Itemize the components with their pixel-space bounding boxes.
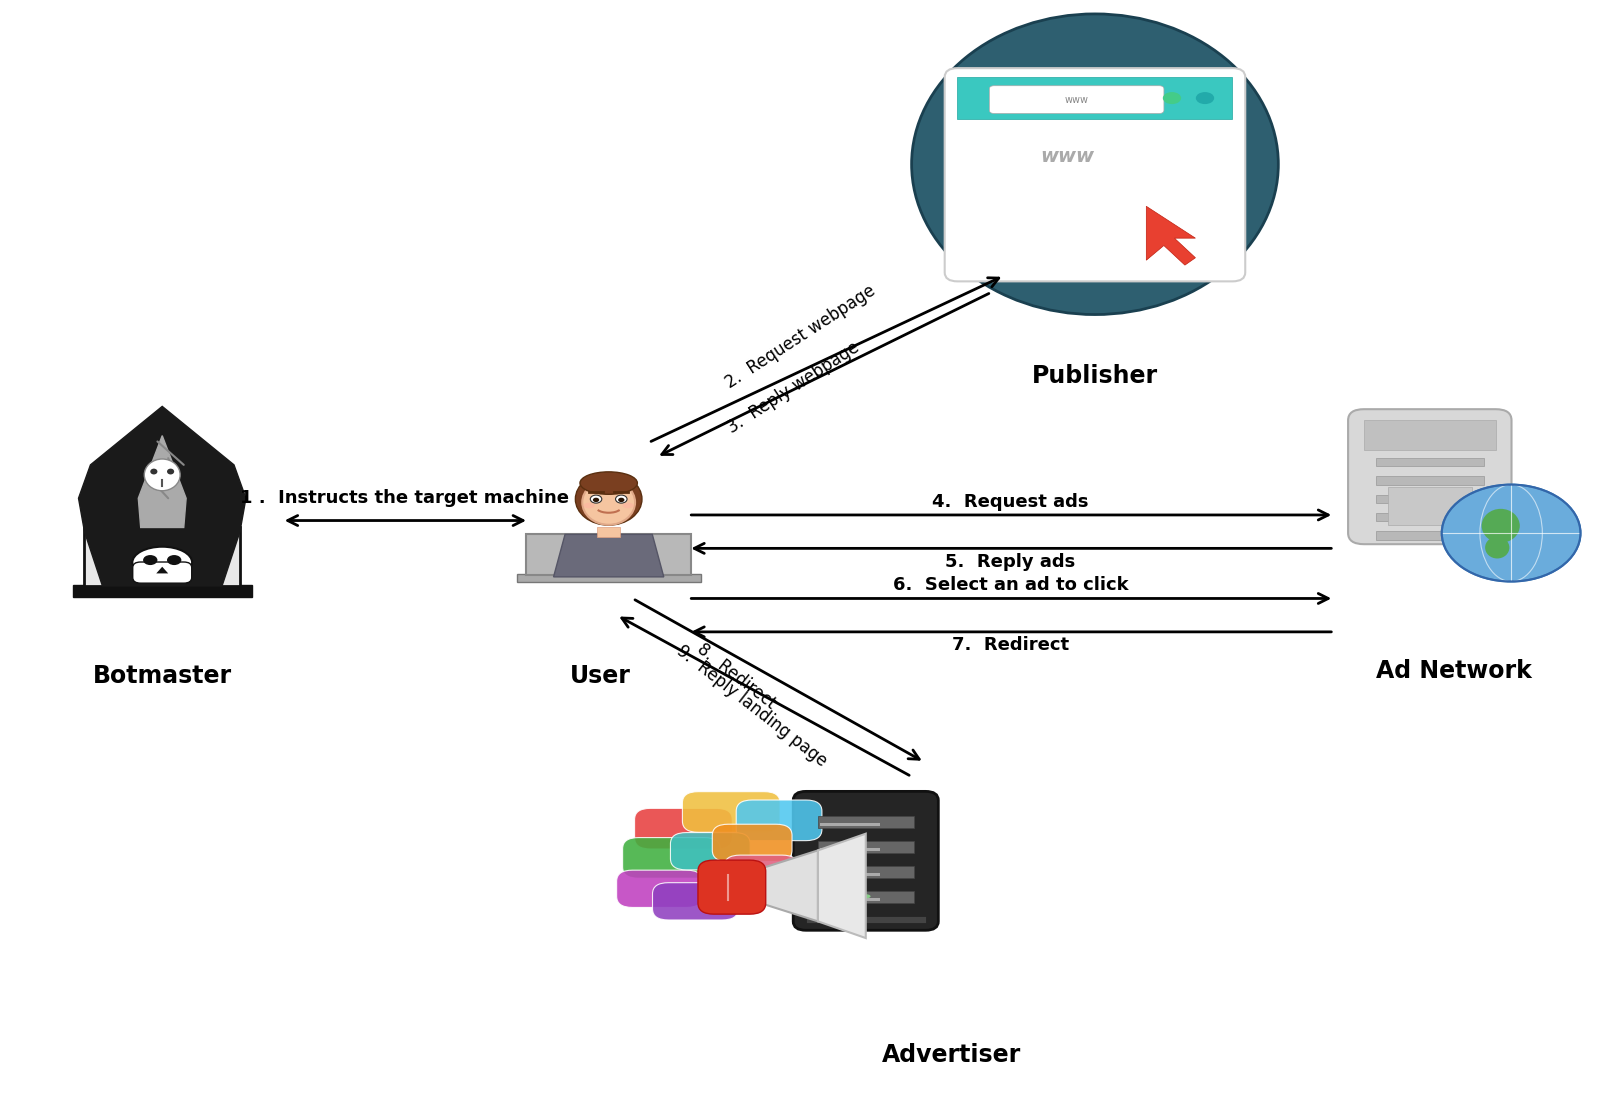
Polygon shape: [1146, 206, 1195, 265]
FancyBboxPatch shape: [622, 838, 720, 878]
FancyBboxPatch shape: [712, 825, 792, 862]
Text: 4.  Request ads: 4. Request ads: [933, 492, 1088, 510]
Ellipse shape: [582, 480, 635, 525]
Ellipse shape: [594, 498, 598, 502]
Ellipse shape: [1195, 92, 1214, 104]
Ellipse shape: [144, 459, 181, 491]
Ellipse shape: [142, 555, 157, 565]
Text: 9.  Reply landing page: 9. Reply landing page: [674, 642, 830, 771]
Text: Ad Network: Ad Network: [1376, 659, 1531, 683]
FancyBboxPatch shape: [517, 574, 701, 583]
FancyBboxPatch shape: [1376, 477, 1483, 485]
Text: 7.  Redirect: 7. Redirect: [952, 637, 1069, 655]
FancyBboxPatch shape: [683, 791, 781, 833]
Polygon shape: [138, 435, 186, 527]
FancyBboxPatch shape: [72, 585, 251, 596]
Text: 1 .  Instructs the target machine: 1 . Instructs the target machine: [240, 489, 570, 507]
Ellipse shape: [579, 472, 637, 495]
Text: Publisher: Publisher: [1032, 364, 1158, 388]
FancyBboxPatch shape: [794, 791, 938, 930]
FancyBboxPatch shape: [526, 534, 691, 575]
FancyBboxPatch shape: [1376, 513, 1483, 521]
Ellipse shape: [584, 502, 595, 508]
FancyBboxPatch shape: [818, 892, 914, 903]
Text: 6.  Select an ad to click: 6. Select an ad to click: [893, 576, 1128, 594]
Text: Botmaster: Botmaster: [93, 665, 232, 688]
Text: www: www: [1064, 95, 1088, 104]
FancyBboxPatch shape: [1376, 458, 1483, 467]
Ellipse shape: [912, 13, 1278, 314]
FancyBboxPatch shape: [806, 916, 925, 923]
FancyBboxPatch shape: [698, 861, 766, 914]
FancyBboxPatch shape: [616, 871, 702, 908]
FancyBboxPatch shape: [821, 848, 880, 852]
Text: 2.  Request webpage: 2. Request webpage: [722, 282, 878, 392]
FancyBboxPatch shape: [1387, 487, 1472, 525]
Ellipse shape: [166, 469, 174, 474]
Text: User: User: [570, 665, 630, 688]
Ellipse shape: [590, 495, 602, 504]
Text: Advertiser: Advertiser: [882, 1043, 1021, 1068]
FancyBboxPatch shape: [1376, 532, 1483, 539]
FancyBboxPatch shape: [821, 822, 880, 826]
FancyBboxPatch shape: [635, 808, 733, 849]
Ellipse shape: [1442, 485, 1581, 582]
FancyBboxPatch shape: [1349, 410, 1512, 544]
Text: www: www: [1040, 148, 1094, 167]
FancyBboxPatch shape: [725, 855, 798, 891]
Ellipse shape: [1163, 92, 1181, 104]
FancyBboxPatch shape: [653, 883, 738, 920]
FancyBboxPatch shape: [957, 77, 1232, 119]
FancyBboxPatch shape: [736, 800, 822, 840]
FancyBboxPatch shape: [1365, 421, 1496, 450]
FancyBboxPatch shape: [818, 866, 914, 878]
Ellipse shape: [133, 547, 192, 579]
Text: 3.  Reply webpage: 3. Reply webpage: [725, 339, 862, 438]
Ellipse shape: [1482, 509, 1520, 543]
Ellipse shape: [150, 469, 157, 474]
Ellipse shape: [576, 473, 642, 525]
Ellipse shape: [1485, 537, 1509, 558]
FancyBboxPatch shape: [821, 873, 880, 876]
FancyBboxPatch shape: [944, 68, 1245, 281]
FancyBboxPatch shape: [821, 897, 880, 901]
Polygon shape: [157, 566, 168, 573]
FancyBboxPatch shape: [989, 86, 1163, 113]
FancyBboxPatch shape: [818, 816, 914, 828]
Polygon shape: [752, 850, 818, 921]
Ellipse shape: [618, 498, 624, 502]
FancyBboxPatch shape: [597, 527, 621, 537]
FancyBboxPatch shape: [670, 833, 750, 869]
Ellipse shape: [616, 495, 627, 504]
Polygon shape: [818, 834, 866, 938]
Polygon shape: [78, 406, 246, 586]
Text: 5.  Reply ads: 5. Reply ads: [946, 553, 1075, 571]
Ellipse shape: [622, 502, 634, 508]
FancyBboxPatch shape: [818, 841, 914, 853]
Polygon shape: [554, 535, 664, 577]
Ellipse shape: [861, 894, 870, 899]
Text: 8.  Redirect: 8. Redirect: [693, 640, 779, 713]
Ellipse shape: [166, 555, 181, 565]
FancyBboxPatch shape: [133, 562, 192, 583]
FancyBboxPatch shape: [1376, 495, 1483, 504]
FancyBboxPatch shape: [85, 527, 240, 586]
